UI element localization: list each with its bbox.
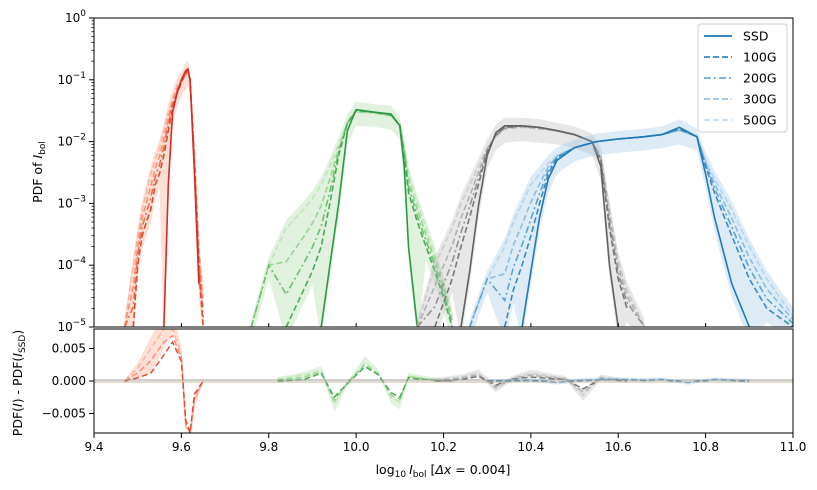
xlabel-part-a: log <box>376 462 395 477</box>
green-residual-300g <box>277 363 453 402</box>
legend-label-100g: 100G <box>743 50 777 65</box>
legend-label-300g: 300G <box>743 92 777 107</box>
xtick-label: 10.8 <box>692 440 719 454</box>
gray-residual-300g <box>434 374 628 394</box>
group-gray <box>416 117 646 327</box>
blue-line-ssd <box>521 126 751 327</box>
red-spread-band <box>124 60 204 327</box>
xlabel-part-sub2: bol <box>413 470 427 480</box>
green-line-300g <box>250 110 453 327</box>
ytick-exp: −5 <box>73 318 86 328</box>
xtick-label: 9.6 <box>172 440 191 454</box>
ytick-exp: −4 <box>73 256 87 266</box>
bottom-ytick-label: −0.005 <box>42 407 86 421</box>
ytick-base: 10 <box>57 320 72 334</box>
legend-label-200g: 200G <box>743 71 777 86</box>
residual-group-gray <box>434 369 628 401</box>
legend-label-500g: 500G <box>743 113 777 128</box>
ytick-base: 10 <box>57 73 72 87</box>
top-y-axis-label: PDF of Ibol <box>30 141 48 203</box>
ylabel-part-sub: SSD <box>18 335 28 353</box>
top-y-label-sub: bol <box>38 141 48 155</box>
ylabel-part-e: ) <box>10 330 25 335</box>
gray-spread-band <box>417 117 645 327</box>
xlabel-part-d: Δx <box>434 462 452 477</box>
xlabel-part-sub1: 10 <box>395 470 407 480</box>
gray-residual-band <box>434 369 627 401</box>
legend-label-ssd: SSD <box>743 29 769 44</box>
top-plot-area <box>123 60 793 327</box>
xtick-label: 10.4 <box>518 440 545 454</box>
ylabel-part-d: I <box>10 353 25 357</box>
ytick-exp: 0 <box>80 9 86 19</box>
xlabel-part-c: [ <box>427 462 436 477</box>
gray-residual-100g <box>434 375 628 390</box>
x-axis: 9.4 9.6 9.8 10.0 10.2 10.4 10.6 10.8 11.0 <box>84 323 806 454</box>
green-residual-band <box>277 356 453 412</box>
ytick-base: 10 <box>57 196 72 210</box>
bottom-ytick-label: 0.005 <box>52 342 86 356</box>
gray-residual-500g <box>434 372 628 397</box>
ylabel-part-a: PDF( <box>10 407 25 436</box>
top-ytick-label: 10−3 <box>57 194 86 210</box>
top-ytick-label: 10−2 <box>57 133 86 149</box>
green-residual-500g <box>277 361 453 406</box>
group-blue <box>468 119 793 327</box>
red-line-100g <box>132 69 204 327</box>
ytick-exp: −2 <box>73 133 86 143</box>
green-residual-100g <box>277 365 453 399</box>
ytick-exp: −1 <box>73 71 86 81</box>
xtick-label: 11.0 <box>780 440 807 454</box>
ylabel-part-b: I <box>10 403 25 407</box>
group-red <box>123 60 204 327</box>
bottom-y-axis: 0.005 0.000 −0.005 <box>42 342 94 421</box>
gray-line-100g <box>434 124 628 327</box>
xtick-label: 10.0 <box>343 440 370 454</box>
green-spread-band <box>251 101 453 327</box>
red-residual-band <box>124 329 204 433</box>
x-axis-label: log10 Ibol [Δx = 0.004] <box>376 462 511 480</box>
residual-group-green <box>277 356 453 412</box>
red-residual-300g <box>124 334 204 433</box>
ytick-base: 10 <box>57 258 72 272</box>
legend: SSD 100G 200G 300G 500G <box>697 23 788 133</box>
xlabel-part-b: I <box>409 462 413 477</box>
bottom-ytick-label: 0.000 <box>52 374 86 388</box>
bottom-y-axis-label: PDF(I) - PDF(ISSD) <box>10 330 28 436</box>
group-green <box>250 101 453 327</box>
ylabel-part-c: ) - PDF( <box>10 357 25 404</box>
xtick-label: 9.4 <box>84 440 103 454</box>
bottom-panel: 0.005 0.000 −0.005 9.4 9.6 9.8 10.0 10.2 10.4 10… <box>10 323 806 480</box>
red-line-ssd <box>163 67 200 327</box>
top-ytick-label: 10−4 <box>57 256 86 272</box>
top-y-label-main: PDF of <box>30 159 45 203</box>
xtick-label: 9.8 <box>259 440 278 454</box>
gray-line-200g <box>416 125 646 327</box>
red-residual-500g <box>124 329 204 433</box>
bottom-plot-area <box>94 329 793 433</box>
residual-group-red <box>124 329 204 433</box>
top-ytick-label: 10−5 <box>57 318 86 334</box>
top-ytick-label: 100 <box>65 9 86 25</box>
gray-line-ssd <box>460 125 619 327</box>
green-line-500g <box>250 111 453 327</box>
gray-line-300g <box>416 125 646 327</box>
legend-box <box>697 23 788 133</box>
top-ytick-label: 10−1 <box>57 71 86 87</box>
xtick-label: 10.2 <box>430 440 457 454</box>
green-line-ssd <box>320 108 419 327</box>
ytick-base: 10 <box>65 11 80 25</box>
xtick-label: 10.6 <box>605 440 632 454</box>
ytick-base: 10 <box>57 135 72 149</box>
xlabel-part-e: = 0.004] <box>451 462 510 477</box>
top-y-label-italic: I <box>30 155 45 159</box>
ytick-exp: −3 <box>73 194 86 204</box>
red-residual-100g <box>124 340 204 433</box>
